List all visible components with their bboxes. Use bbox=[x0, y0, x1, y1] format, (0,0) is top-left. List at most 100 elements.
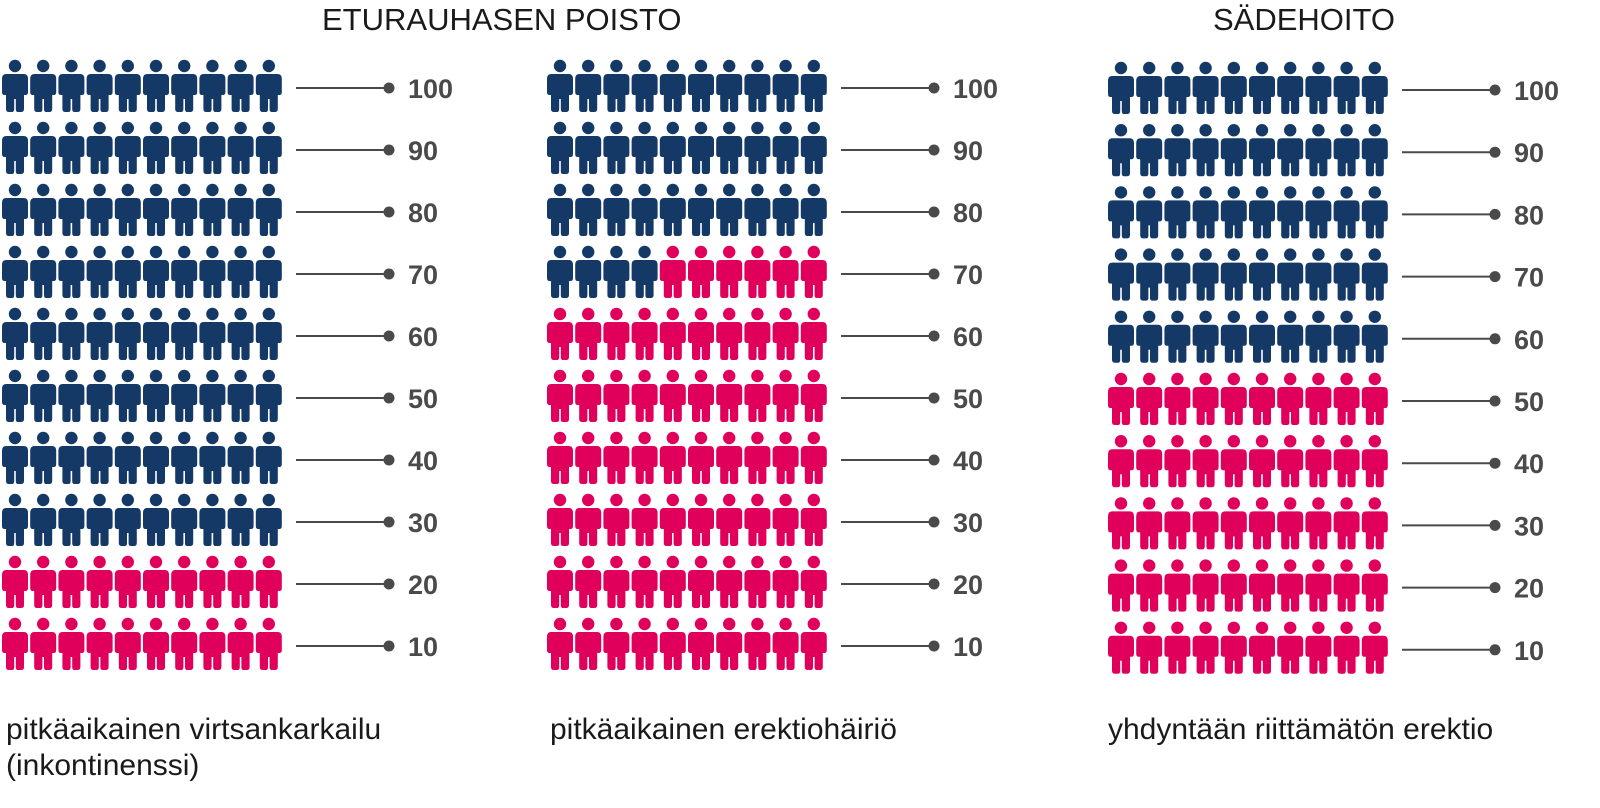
person-icon bbox=[631, 245, 658, 298]
tick-label: 30 bbox=[1514, 511, 1544, 541]
person-icon bbox=[1361, 497, 1388, 550]
person-icon bbox=[688, 369, 714, 422]
person-icon bbox=[1220, 435, 1247, 488]
person-icon bbox=[575, 493, 602, 546]
person-icon bbox=[1249, 61, 1275, 114]
person-icon bbox=[716, 555, 743, 608]
person-icon bbox=[143, 121, 169, 174]
person-icon bbox=[2, 493, 28, 546]
person-icon bbox=[1277, 497, 1304, 550]
tick-label: 20 bbox=[1514, 574, 1544, 604]
person-icon bbox=[171, 617, 198, 670]
person-icon bbox=[744, 555, 771, 608]
person-icon bbox=[631, 121, 658, 174]
person-icon bbox=[772, 555, 799, 608]
person-icon bbox=[631, 617, 658, 670]
person-icon bbox=[2, 307, 28, 360]
person-icon bbox=[143, 431, 169, 484]
person-icon bbox=[603, 307, 630, 360]
row-connector-dot bbox=[928, 578, 940, 590]
person-icon bbox=[575, 555, 602, 608]
person-icon bbox=[1249, 621, 1275, 674]
person-icon bbox=[143, 183, 169, 236]
tick-label: 70 bbox=[408, 260, 438, 290]
person-icon bbox=[1136, 621, 1163, 674]
person-icon bbox=[1305, 186, 1332, 239]
person-icon bbox=[547, 121, 573, 174]
person-icon bbox=[659, 307, 686, 360]
person-icon bbox=[30, 493, 57, 546]
person-icon bbox=[1164, 497, 1191, 550]
person-icon bbox=[1164, 124, 1191, 177]
person-icon bbox=[227, 245, 254, 298]
person-icon bbox=[772, 121, 799, 174]
person-icon bbox=[716, 617, 743, 670]
person-icon bbox=[143, 307, 169, 360]
row-connector-dot bbox=[383, 578, 395, 590]
person-icon bbox=[688, 121, 714, 174]
person-icon bbox=[659, 617, 686, 670]
person-icon bbox=[199, 617, 226, 670]
person-icon bbox=[227, 121, 254, 174]
person-icon bbox=[255, 369, 282, 422]
person-icon bbox=[1333, 372, 1360, 425]
tick-label: 30 bbox=[953, 508, 983, 538]
person-icon bbox=[114, 245, 141, 298]
row-connector-dot bbox=[383, 206, 395, 218]
person-icon bbox=[1108, 621, 1134, 674]
person-icon bbox=[800, 121, 827, 174]
tick-label: 70 bbox=[1514, 263, 1544, 293]
person-icon bbox=[199, 307, 226, 360]
person-icon bbox=[1220, 559, 1247, 612]
person-icon bbox=[30, 617, 57, 670]
person-icon bbox=[1277, 248, 1304, 301]
person-icon bbox=[30, 121, 57, 174]
person-icon bbox=[1277, 124, 1304, 177]
person-icon bbox=[659, 431, 686, 484]
person-icon bbox=[800, 493, 827, 546]
tick-label: 60 bbox=[953, 322, 983, 352]
person-icon bbox=[1136, 124, 1163, 177]
person-icon bbox=[1136, 248, 1163, 301]
person-icon bbox=[1192, 186, 1219, 239]
person-icon bbox=[631, 183, 658, 236]
row-connector-dot bbox=[1489, 146, 1501, 158]
person-icon bbox=[171, 307, 198, 360]
person-icon bbox=[171, 183, 198, 236]
person-icon bbox=[30, 555, 57, 608]
row-connector-dot bbox=[1489, 582, 1501, 594]
person-icon bbox=[255, 245, 282, 298]
person-icon bbox=[1277, 621, 1304, 674]
person-icon bbox=[688, 555, 714, 608]
person-icon bbox=[1192, 248, 1219, 301]
tick-label: 100 bbox=[1514, 76, 1559, 106]
person-icon bbox=[1277, 61, 1304, 114]
header-radiotherapy: SÄDEHOITO bbox=[1213, 2, 1396, 37]
person-icon bbox=[227, 493, 254, 546]
person-icon bbox=[575, 121, 602, 174]
person-icon bbox=[1136, 310, 1163, 363]
person-icon bbox=[547, 617, 573, 670]
person-icon bbox=[575, 245, 602, 298]
person-icon bbox=[86, 307, 113, 360]
person-icon bbox=[659, 555, 686, 608]
person-icon bbox=[800, 431, 827, 484]
person-icon bbox=[1220, 61, 1247, 114]
person-icon bbox=[86, 431, 113, 484]
person-icon bbox=[659, 369, 686, 422]
chart-incontinence: 100 90 80 70 60 50 40 30 20 10 bbox=[2, 59, 453, 670]
person-icon bbox=[86, 59, 113, 112]
person-icon bbox=[114, 59, 141, 112]
tick-label: 10 bbox=[408, 632, 438, 662]
tick-label: 20 bbox=[953, 570, 983, 600]
person-icon bbox=[86, 493, 113, 546]
person-icon bbox=[1333, 61, 1360, 114]
person-icon bbox=[2, 59, 28, 112]
tick-label: 80 bbox=[953, 198, 983, 228]
row-connector-dot bbox=[1489, 271, 1501, 283]
person-icon bbox=[1164, 435, 1191, 488]
person-icon bbox=[199, 121, 226, 174]
person-icon bbox=[772, 431, 799, 484]
person-icon bbox=[744, 431, 771, 484]
person-icon bbox=[114, 369, 141, 422]
